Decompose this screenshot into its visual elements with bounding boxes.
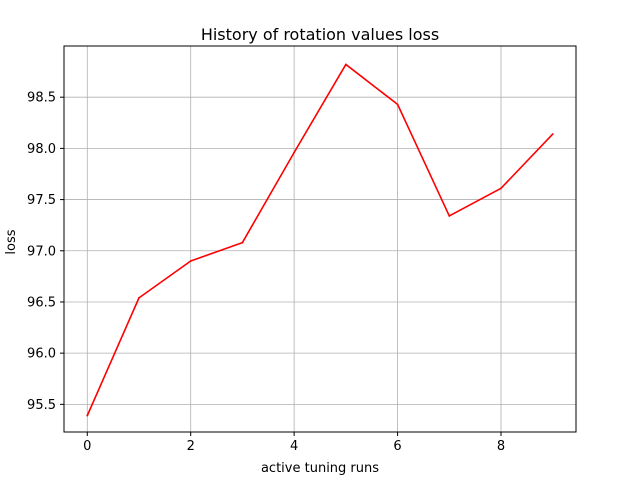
y-tick-label: 97.5 [27,193,56,208]
data-point [293,151,296,154]
grid [64,46,576,432]
series-line [86,63,554,416]
x-tick-label: 8 [497,439,505,454]
data-point [189,260,192,262]
data-point [138,296,140,299]
x-tick-label: 2 [187,439,195,454]
series-layer [86,63,554,417]
data-point [396,103,399,106]
data-point [241,241,244,244]
y-tick-label: 97.0 [27,244,56,259]
x-tick-label: 0 [83,439,91,454]
plot-frame [63,45,577,433]
data-point [551,133,554,135]
x-tick-label: 6 [393,439,401,454]
y-tick-label: 98.0 [27,142,56,157]
x-tick-label: 4 [290,439,298,454]
y-tick-label: 96.0 [27,347,56,362]
data-point [448,215,451,217]
data-point [86,414,89,417]
data-point [344,63,347,66]
y-tick-label: 98.5 [27,91,56,106]
y-tick-label: 95.5 [27,398,56,413]
x-axis-title: active tuning runs [261,461,379,476]
y-axis-title: loss [4,229,19,254]
y-tick-label: 96.5 [27,295,56,310]
ticks: 0 2 4 6 8 95.5 96.0 96.5 97.0 97.5 98.0 98.5 [27,91,505,454]
chart-title: History of rotation values loss [201,25,439,44]
data-point [500,187,502,190]
